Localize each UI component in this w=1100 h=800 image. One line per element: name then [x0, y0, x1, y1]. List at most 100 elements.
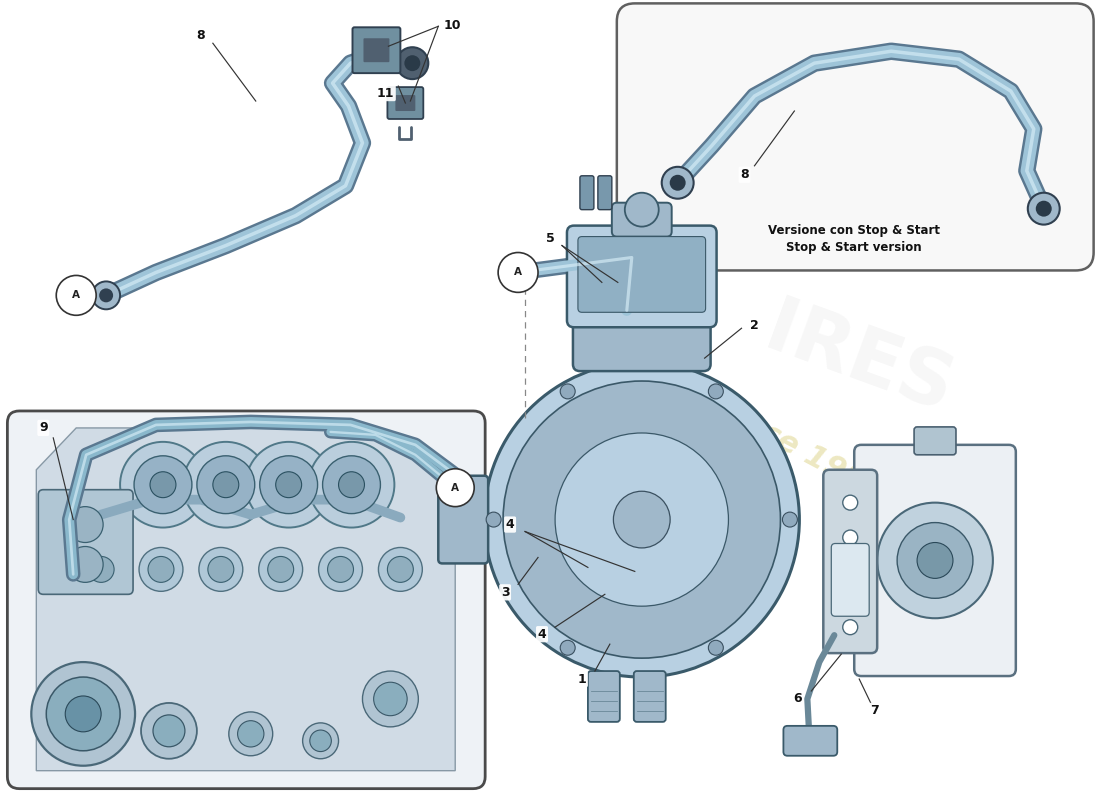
FancyBboxPatch shape: [587, 671, 619, 722]
FancyBboxPatch shape: [855, 445, 1015, 676]
Circle shape: [208, 557, 234, 582]
Text: 4: 4: [538, 628, 547, 641]
Circle shape: [245, 442, 331, 527]
Circle shape: [405, 55, 420, 71]
Circle shape: [708, 640, 724, 655]
Circle shape: [92, 282, 120, 310]
FancyBboxPatch shape: [8, 411, 485, 789]
Text: since 1985: since 1985: [711, 394, 888, 506]
Circle shape: [843, 495, 858, 510]
Circle shape: [88, 557, 114, 582]
Text: A: A: [73, 290, 80, 300]
Circle shape: [670, 174, 685, 190]
FancyBboxPatch shape: [580, 176, 594, 210]
Text: 7: 7: [870, 705, 879, 718]
FancyBboxPatch shape: [395, 95, 416, 111]
Circle shape: [560, 640, 575, 655]
Text: 4: 4: [506, 518, 515, 531]
Text: 9: 9: [39, 422, 47, 434]
Text: A: A: [514, 267, 522, 278]
FancyBboxPatch shape: [823, 470, 877, 653]
Circle shape: [120, 442, 206, 527]
FancyBboxPatch shape: [352, 27, 400, 73]
Circle shape: [199, 547, 243, 591]
Circle shape: [267, 557, 294, 582]
Circle shape: [1036, 201, 1052, 217]
Circle shape: [1027, 193, 1059, 225]
Text: A: A: [451, 482, 459, 493]
Circle shape: [153, 715, 185, 746]
Circle shape: [625, 193, 659, 226]
Circle shape: [396, 47, 428, 79]
Circle shape: [387, 557, 414, 582]
FancyBboxPatch shape: [363, 38, 389, 62]
Circle shape: [67, 506, 103, 542]
Circle shape: [310, 730, 331, 751]
FancyBboxPatch shape: [578, 237, 705, 312]
Circle shape: [260, 456, 318, 514]
Circle shape: [258, 547, 303, 591]
Circle shape: [843, 620, 858, 634]
Circle shape: [46, 677, 120, 750]
Circle shape: [486, 512, 502, 527]
Circle shape: [662, 167, 694, 198]
Circle shape: [134, 456, 191, 514]
Circle shape: [197, 456, 255, 514]
Circle shape: [319, 547, 363, 591]
Circle shape: [328, 557, 353, 582]
Circle shape: [302, 723, 339, 758]
Circle shape: [898, 522, 972, 598]
Circle shape: [322, 456, 381, 514]
Circle shape: [843, 530, 858, 545]
Circle shape: [782, 512, 797, 527]
Text: 3: 3: [500, 586, 509, 599]
FancyBboxPatch shape: [39, 490, 133, 594]
FancyBboxPatch shape: [612, 202, 672, 237]
Circle shape: [484, 362, 800, 677]
Circle shape: [498, 253, 538, 292]
Circle shape: [229, 712, 273, 756]
Circle shape: [917, 542, 953, 578]
FancyBboxPatch shape: [438, 476, 488, 563]
Text: Stop & Start version: Stop & Start version: [786, 241, 922, 254]
Circle shape: [31, 662, 135, 766]
Circle shape: [141, 703, 197, 758]
Circle shape: [614, 491, 670, 548]
Circle shape: [437, 469, 474, 506]
Circle shape: [65, 696, 101, 732]
Circle shape: [556, 433, 728, 606]
Circle shape: [276, 472, 301, 498]
FancyBboxPatch shape: [783, 726, 837, 756]
Text: 11: 11: [376, 86, 394, 99]
Text: 8: 8: [197, 29, 206, 42]
FancyBboxPatch shape: [617, 3, 1093, 270]
FancyBboxPatch shape: [387, 87, 424, 119]
FancyBboxPatch shape: [566, 226, 716, 327]
Circle shape: [238, 721, 264, 747]
Circle shape: [877, 502, 993, 618]
Circle shape: [843, 575, 858, 590]
Circle shape: [378, 547, 422, 591]
Text: 2: 2: [750, 318, 759, 332]
Circle shape: [503, 381, 781, 658]
FancyBboxPatch shape: [914, 427, 956, 455]
Circle shape: [309, 442, 395, 527]
Polygon shape: [36, 428, 455, 770]
Circle shape: [56, 275, 96, 315]
FancyBboxPatch shape: [573, 306, 711, 371]
Circle shape: [139, 547, 183, 591]
Circle shape: [363, 671, 418, 727]
Circle shape: [339, 472, 364, 498]
Circle shape: [213, 472, 239, 498]
Text: IRES: IRES: [756, 292, 964, 428]
FancyBboxPatch shape: [598, 176, 612, 210]
FancyBboxPatch shape: [634, 671, 665, 722]
Circle shape: [148, 557, 174, 582]
Text: 8: 8: [740, 168, 749, 182]
Text: 5: 5: [546, 232, 554, 245]
Text: Versione con Stop & Start: Versione con Stop & Start: [768, 224, 940, 237]
Circle shape: [183, 442, 268, 527]
Circle shape: [150, 472, 176, 498]
Circle shape: [67, 546, 103, 582]
Circle shape: [374, 682, 407, 716]
